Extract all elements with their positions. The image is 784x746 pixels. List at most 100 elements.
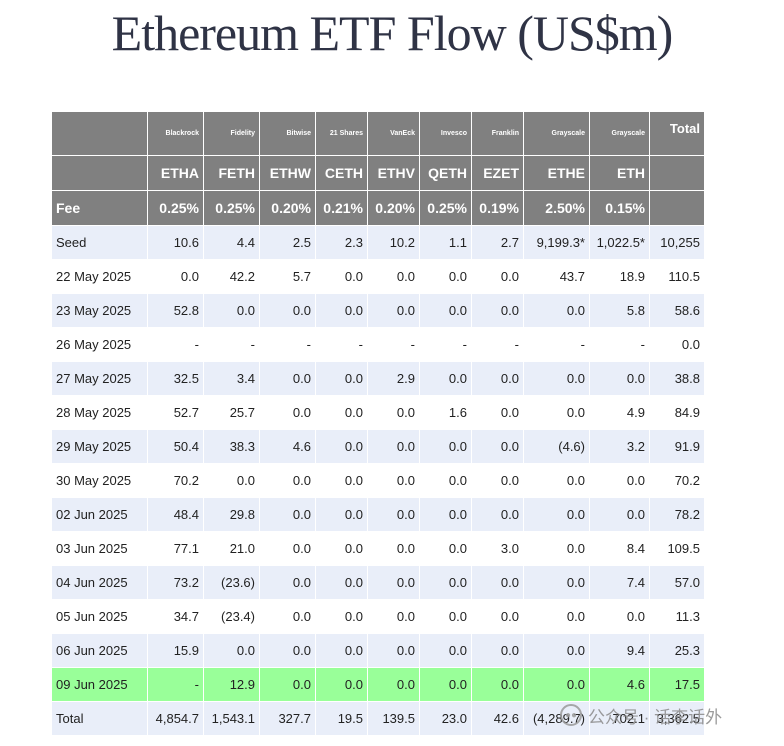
flow-value: 110.5 <box>649 259 705 294</box>
ticker-symbol: CETH <box>315 155 368 191</box>
flow-value: 12.9 <box>203 667 260 702</box>
flow-value: 9.4 <box>589 633 650 668</box>
flow-value: 4,854.7 <box>147 701 204 736</box>
flow-value: - <box>367 327 420 362</box>
flow-value: 2.9 <box>367 361 420 396</box>
flow-value: 21.0 <box>203 531 260 566</box>
fee-value: 0.19% <box>471 190 524 226</box>
flow-value: 2.5 <box>259 225 316 260</box>
fee-value: 0.20% <box>367 190 420 226</box>
flow-value: 0.0 <box>259 293 316 328</box>
row-label: 27 May 2025 <box>51 361 148 396</box>
fee-value: 2.50% <box>523 190 590 226</box>
flow-value: 0.0 <box>367 565 420 600</box>
flow-value: - <box>523 327 590 362</box>
flow-value: 3.0 <box>471 531 524 566</box>
flow-value: 70.2 <box>649 463 705 498</box>
flow-value: 7.4 <box>589 565 650 600</box>
flow-value: 0.0 <box>523 463 590 498</box>
flow-value: 77.1 <box>147 531 204 566</box>
flow-value: 43.7 <box>523 259 590 294</box>
page-title: Ethereum ETF Flow (US$m) <box>111 5 674 61</box>
issuer-name: Blackrock <box>147 111 204 156</box>
table-row: 28 May 2025 52.7 25.7 0.0 0.0 0.0 1.6 0.0 0.0 4.9… <box>51 395 705 430</box>
flow-value: 0.0 <box>203 293 260 328</box>
issuer-name: Invesco <box>419 111 472 156</box>
flow-value: 0.0 <box>315 429 368 464</box>
row-label: 03 Jun 2025 <box>51 531 148 566</box>
flow-value: 42.6 <box>471 701 524 736</box>
flow-value: 0.0 <box>315 463 368 498</box>
ticker-symbol: EZET <box>471 155 524 191</box>
flow-value: 52.8 <box>147 293 204 328</box>
flow-value: 0.0 <box>315 395 368 430</box>
flow-value: 15.9 <box>147 633 204 668</box>
flow-value: 0.0 <box>147 259 204 294</box>
flow-value: 10.6 <box>147 225 204 260</box>
table-row: 03 Jun 2025 77.1 21.0 0.0 0.0 0.0 0.0 3.0 0.0 8.4… <box>51 531 705 566</box>
flow-value: 0.0 <box>419 633 472 668</box>
flow-value: 0.0 <box>589 463 650 498</box>
flow-value: 10.2 <box>367 225 420 260</box>
flow-value: 0.0 <box>419 667 472 702</box>
issuer-name: Franklin <box>471 111 524 156</box>
flow-value: 0.0 <box>367 429 420 464</box>
row-label: 05 Jun 2025 <box>51 599 148 634</box>
flow-value: 2.7 <box>471 225 524 260</box>
table-row: 22 May 2025 0.0 42.2 5.7 0.0 0.0 0.0 0.0 43.7 18.… <box>51 259 705 294</box>
flow-value: - <box>315 327 368 362</box>
flow-value: 0.0 <box>367 259 420 294</box>
flow-value: 29.8 <box>203 497 260 532</box>
flow-value: 0.0 <box>471 565 524 600</box>
ticker-symbol <box>649 155 705 191</box>
flow-value: 0.0 <box>523 565 590 600</box>
flow-value: 0.0 <box>419 531 472 566</box>
row-label: Seed <box>51 225 148 260</box>
flow-value: 91.9 <box>649 429 705 464</box>
row-label: 29 May 2025 <box>51 429 148 464</box>
flow-value: - <box>147 667 204 702</box>
ticker-symbol <box>51 155 148 191</box>
flow-value: 3,362.5 <box>649 701 705 736</box>
flow-value: 34.7 <box>147 599 204 634</box>
flow-value: 17.5 <box>649 667 705 702</box>
ticker-symbol: ETHE <box>523 155 590 191</box>
flow-value: 10,255 <box>649 225 705 260</box>
flow-value: 702.1 <box>589 701 650 736</box>
flow-value: 0.0 <box>367 633 420 668</box>
wechat-logo-icon: ●● <box>560 704 582 726</box>
flow-value: 0.0 <box>419 361 472 396</box>
watermark: ●● 公众号 · 话李话外 <box>560 700 722 730</box>
flow-value: 0.0 <box>315 565 368 600</box>
flow-value: 8.4 <box>589 531 650 566</box>
ticker-symbol: ETHW <box>259 155 316 191</box>
flow-value: 9,199.3* <box>523 225 590 260</box>
fee-label: Fee <box>51 190 148 226</box>
fee-value: 0.15% <box>589 190 650 226</box>
table-row: 02 Jun 2025 48.4 29.8 0.0 0.0 0.0 0.0 0.0 0.0 0.0… <box>51 497 705 532</box>
flow-value: 0.0 <box>259 497 316 532</box>
flow-value: 0.0 <box>649 327 705 362</box>
issuer-name: Bitwise <box>259 111 316 156</box>
flow-value: (4.6) <box>523 429 590 464</box>
flow-value: 78.2 <box>649 497 705 532</box>
flow-value: 109.5 <box>649 531 705 566</box>
flow-value: - <box>147 327 204 362</box>
flow-value: 0.0 <box>315 361 368 396</box>
flow-value: 0.0 <box>471 429 524 464</box>
flow-value: - <box>259 327 316 362</box>
flow-value: 0.0 <box>367 463 420 498</box>
flow-value: 0.0 <box>523 293 590 328</box>
flow-value: 0.0 <box>419 429 472 464</box>
flow-value: 57.0 <box>649 565 705 600</box>
flow-value: 50.4 <box>147 429 204 464</box>
flow-value: 0.0 <box>471 259 524 294</box>
flow-value: 0.0 <box>367 599 420 634</box>
flow-value: 0.0 <box>523 599 590 634</box>
flow-value: 3.2 <box>589 429 650 464</box>
flow-value: 84.9 <box>649 395 705 430</box>
flow-value: 0.0 <box>367 497 420 532</box>
flow-value: 1,543.1 <box>203 701 260 736</box>
flow-value: 25.3 <box>649 633 705 668</box>
flow-value: 0.0 <box>589 599 650 634</box>
